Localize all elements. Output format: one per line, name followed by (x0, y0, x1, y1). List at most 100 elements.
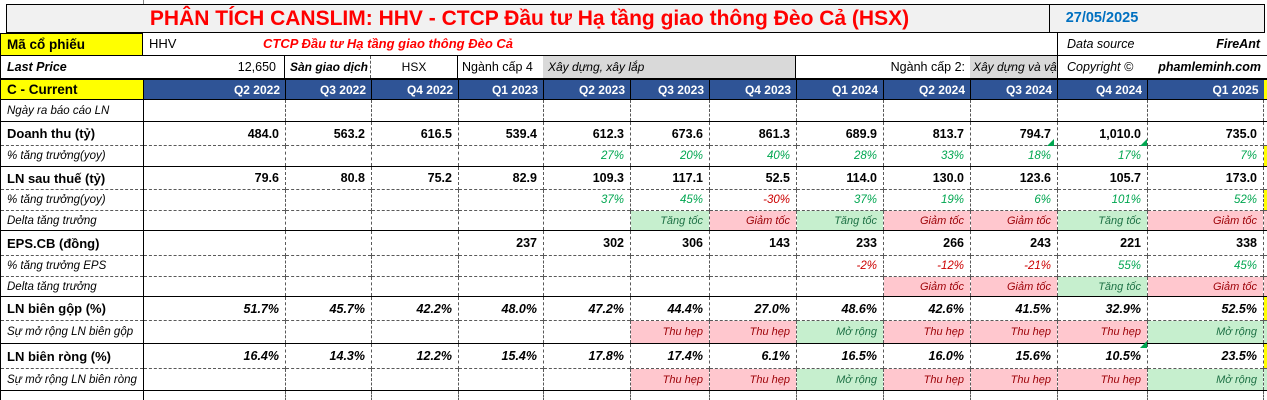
cell[interactable]: 689.9 (796, 121, 884, 146)
cell[interactable]: Tăng tốc (1057, 276, 1148, 297)
cell[interactable]: Tăng tốc (630, 210, 710, 231)
cell[interactable]: 47.2% (543, 296, 631, 321)
cell[interactable]: 17.8% (543, 343, 631, 369)
row-label[interactable]: Ngày ra báo cáo LN (0, 99, 144, 122)
cell[interactable] (458, 255, 544, 277)
cell[interactable]: 37% (543, 189, 631, 211)
cell[interactable] (371, 368, 459, 391)
cell[interactable]: 45% (630, 189, 710, 211)
cell[interactable]: 52.5% (1147, 296, 1264, 321)
cell[interactable] (543, 368, 631, 391)
row-label[interactable]: LN sau thuế (tỷ) (0, 166, 144, 190)
cell[interactable] (458, 320, 544, 344)
cell[interactable]: 42.2% (371, 296, 459, 321)
cell[interactable] (143, 276, 286, 297)
cell[interactable]: 221 (1057, 230, 1148, 256)
cell[interactable]: 16.4% (143, 343, 286, 369)
cell[interactable]: Thu hẹp (883, 368, 971, 391)
cell[interactable] (371, 230, 459, 256)
cell[interactable]: 7% (1147, 145, 1264, 167)
row-label[interactable]: Delta tăng trưởng (0, 210, 144, 231)
cell[interactable] (1057, 99, 1148, 122)
cell[interactable]: 48.0% (458, 296, 544, 321)
cell[interactable]: 114.0 (796, 166, 884, 190)
cell[interactable]: -2% (796, 255, 884, 277)
cell[interactable]: 52.5 (709, 166, 797, 190)
quarter-header[interactable]: Q1 2023 (458, 79, 544, 100)
cell[interactable]: -12% (883, 255, 971, 277)
sector4-value[interactable]: Xây dựng, xây lắp (543, 56, 796, 78)
cell[interactable] (458, 276, 544, 297)
cell[interactable]: Mở rộng (1147, 368, 1264, 391)
cell[interactable] (543, 210, 631, 231)
cell[interactable] (285, 276, 372, 297)
cell[interactable]: 41.5% (970, 296, 1058, 321)
cell[interactable] (543, 255, 631, 277)
cell[interactable]: -21% (970, 255, 1058, 277)
cell[interactable] (1057, 390, 1148, 400)
cell[interactable] (285, 255, 372, 277)
cell[interactable] (458, 145, 544, 167)
quarter-header[interactable]: Q2 2024 (883, 79, 971, 100)
sector4-label[interactable]: Ngành cấp 4 (462, 60, 533, 74)
cell[interactable]: Giảm tốc (709, 210, 797, 231)
cell[interactable]: 44.4% (630, 296, 710, 321)
cell[interactable] (143, 145, 286, 167)
cell[interactable] (143, 390, 286, 400)
quarter-header[interactable]: Q2 2022 (143, 79, 286, 100)
cell[interactable]: Mở rộng (796, 368, 884, 391)
cell[interactable]: 266 (883, 230, 971, 256)
cell[interactable] (630, 255, 710, 277)
cell[interactable]: 6% (970, 189, 1058, 211)
cell[interactable] (458, 368, 544, 391)
sector2-label[interactable]: Ngành cấp 2: (890, 60, 965, 74)
cell[interactable] (371, 145, 459, 167)
cell[interactable]: Thu hẹp (883, 320, 971, 344)
cell[interactable] (630, 390, 710, 400)
row-label[interactable]: % tăng trưởng(yoy) (0, 189, 144, 211)
row-label[interactable]: Delta tăng trưởng (0, 276, 144, 297)
row-label[interactable]: EPS.CB (đồng) (0, 230, 144, 256)
section-label[interactable]: C - Current (0, 79, 144, 100)
cell[interactable]: Thu hẹp (1057, 320, 1148, 344)
row-label[interactable] (0, 390, 144, 400)
quarter-header[interactable]: Q4 2024 (1057, 79, 1148, 100)
copyright-label[interactable]: Copyright © (1067, 60, 1134, 74)
cell[interactable]: 16.5% (796, 343, 884, 369)
quarter-header[interactable]: Q1 2024 (796, 79, 884, 100)
cell[interactable]: 23.5% (1147, 343, 1264, 369)
cell[interactable]: 40% (709, 145, 797, 167)
cell[interactable]: 27% (543, 145, 631, 167)
row-label[interactable]: % tăng trưởng EPS (0, 255, 144, 277)
cell[interactable]: 79.6 (143, 166, 286, 190)
cell[interactable] (458, 189, 544, 211)
cell[interactable]: 80.8 (285, 166, 372, 190)
cell[interactable]: 794.7 (970, 121, 1058, 146)
row-label[interactable]: Doanh thu (tỷ) (0, 121, 144, 146)
cell[interactable]: 27.0% (709, 296, 797, 321)
cell[interactable]: 28% (796, 145, 884, 167)
cell[interactable] (143, 210, 286, 231)
cell[interactable] (543, 276, 631, 297)
cell[interactable] (371, 255, 459, 277)
cell[interactable] (883, 390, 971, 400)
cell[interactable] (796, 276, 884, 297)
cell[interactable]: 105.7 (1057, 166, 1148, 190)
last-price-value[interactable]: 12,650 (143, 56, 285, 78)
cell[interactable] (285, 99, 372, 122)
cell[interactable]: 616.5 (371, 121, 459, 146)
cell[interactable] (458, 390, 544, 400)
quarter-header[interactable]: Q2 2023 (543, 79, 631, 100)
ticker-label-cell[interactable]: Mã cổ phiếu (0, 33, 143, 55)
cell[interactable]: Thu hẹp (970, 368, 1058, 391)
cell[interactable]: 82.9 (458, 166, 544, 190)
cell[interactable]: Giảm tốc (970, 276, 1058, 297)
data-source-label[interactable]: Data source (1067, 37, 1135, 51)
cell[interactable]: 20% (630, 145, 710, 167)
cell[interactable]: 233 (796, 230, 884, 256)
cell[interactable]: Mở rộng (1147, 320, 1264, 344)
cell[interactable]: 673.6 (630, 121, 710, 146)
cell[interactable] (709, 99, 797, 122)
quarter-header[interactable]: Q4 2022 (371, 79, 459, 100)
cell[interactable]: Giảm tốc (970, 210, 1058, 231)
